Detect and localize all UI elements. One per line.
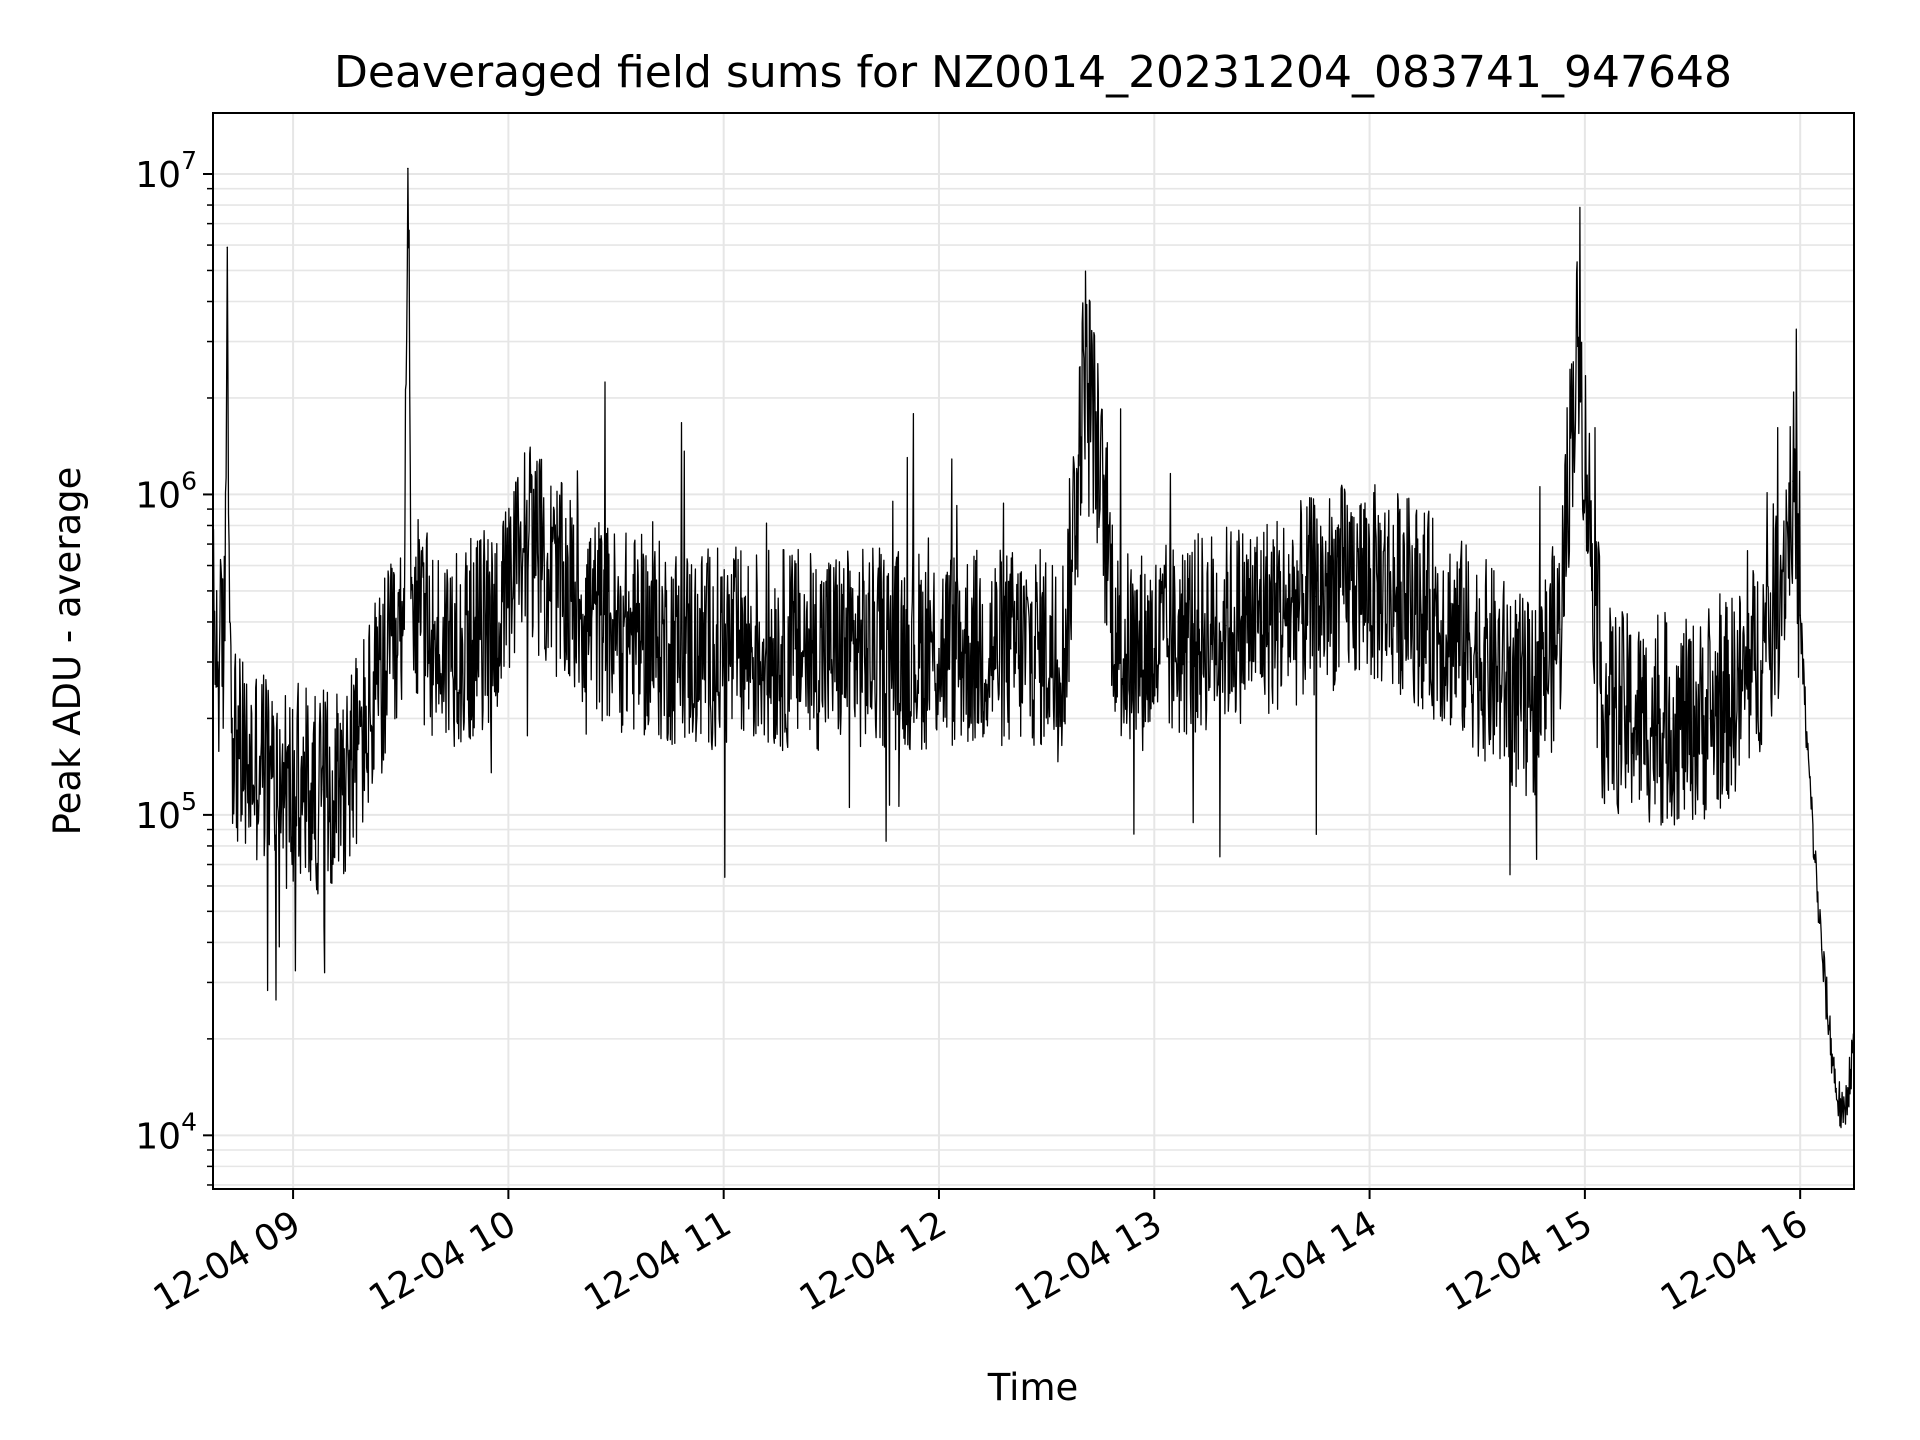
data-point bbox=[1085, 345, 1087, 348]
data-point bbox=[1799, 614, 1801, 616]
y-tick-base: 10 bbox=[135, 1116, 181, 1157]
data-point bbox=[1404, 592, 1407, 595]
data-point bbox=[403, 628, 406, 630]
data-point bbox=[1709, 717, 1712, 720]
data-point bbox=[1813, 854, 1816, 856]
data-point bbox=[525, 524, 528, 527]
data-point bbox=[1476, 652, 1478, 654]
data-point bbox=[1315, 595, 1317, 598]
data-point bbox=[1842, 1121, 1844, 1123]
data-point bbox=[615, 628, 617, 630]
plot-frame bbox=[212, 112, 1855, 1190]
data-point bbox=[794, 647, 797, 650]
data-point bbox=[417, 621, 420, 623]
data-point bbox=[1153, 647, 1156, 650]
y-tick-label: 106 bbox=[135, 466, 197, 516]
data-point bbox=[579, 604, 581, 607]
data-point bbox=[1792, 480, 1794, 483]
data-point bbox=[374, 698, 377, 700]
data-point bbox=[407, 167, 409, 170]
data-point bbox=[1820, 948, 1823, 951]
y-axis-label: Peak ADU - average bbox=[46, 467, 89, 836]
data-point bbox=[507, 604, 510, 607]
x-axis-label: Time bbox=[987, 1366, 1079, 1409]
data-point bbox=[1569, 437, 1572, 439]
data-point bbox=[338, 777, 341, 780]
data-point bbox=[1781, 569, 1783, 571]
data-point bbox=[866, 647, 868, 650]
data-point bbox=[1576, 345, 1579, 348]
data-point bbox=[1745, 681, 1748, 683]
y-tick-exponent: 7 bbox=[181, 146, 197, 175]
data-point bbox=[303, 800, 305, 803]
data-point bbox=[1763, 639, 1766, 642]
y-tick-exponent: 4 bbox=[181, 1107, 197, 1136]
data-point bbox=[543, 564, 546, 567]
y-tick-exponent: 5 bbox=[181, 787, 197, 816]
data-point bbox=[1655, 724, 1658, 727]
data-point bbox=[435, 647, 438, 650]
data-point bbox=[1602, 704, 1604, 706]
data-point bbox=[216, 661, 219, 663]
y-tick-label: 104 bbox=[135, 1107, 197, 1157]
data-point bbox=[231, 717, 233, 720]
grid bbox=[213, 113, 1854, 1189]
data-point bbox=[224, 639, 226, 642]
chart-title: Deaveraged field sums for NZ0014_2023120… bbox=[334, 47, 1732, 98]
data-point bbox=[228, 621, 231, 623]
y-tick-base: 10 bbox=[135, 796, 181, 837]
data-point bbox=[385, 670, 388, 673]
y-tick-base: 10 bbox=[135, 475, 181, 516]
y-tick-label: 107 bbox=[135, 146, 197, 196]
data-point bbox=[396, 656, 398, 659]
data-point bbox=[356, 748, 359, 751]
data-point bbox=[1117, 652, 1120, 654]
data-point bbox=[249, 767, 251, 769]
data-point bbox=[285, 788, 287, 791]
y-tick-base: 10 bbox=[135, 155, 181, 196]
data-point bbox=[260, 757, 262, 760]
data-point bbox=[1225, 624, 1227, 627]
data-point bbox=[1828, 1024, 1830, 1027]
data-point bbox=[722, 647, 725, 650]
data-point bbox=[1806, 748, 1809, 751]
data-point bbox=[321, 788, 323, 791]
data-point bbox=[1559, 628, 1561, 630]
data-point bbox=[238, 757, 241, 760]
data-point bbox=[1009, 647, 1012, 650]
series-line bbox=[212, 167, 1855, 1129]
data-point bbox=[669, 643, 671, 646]
data-point bbox=[410, 576, 413, 579]
y-tick-label: 105 bbox=[135, 787, 197, 837]
data-point bbox=[471, 639, 474, 642]
data-point bbox=[226, 246, 229, 249]
data-point bbox=[938, 647, 940, 650]
data-point bbox=[1063, 647, 1066, 650]
data-point bbox=[270, 777, 273, 780]
data-point bbox=[1835, 1087, 1837, 1090]
y-tick-exponent: 6 bbox=[181, 466, 197, 495]
data-point bbox=[1350, 579, 1353, 581]
data-point bbox=[1279, 611, 1281, 613]
data-point bbox=[1530, 704, 1532, 706]
